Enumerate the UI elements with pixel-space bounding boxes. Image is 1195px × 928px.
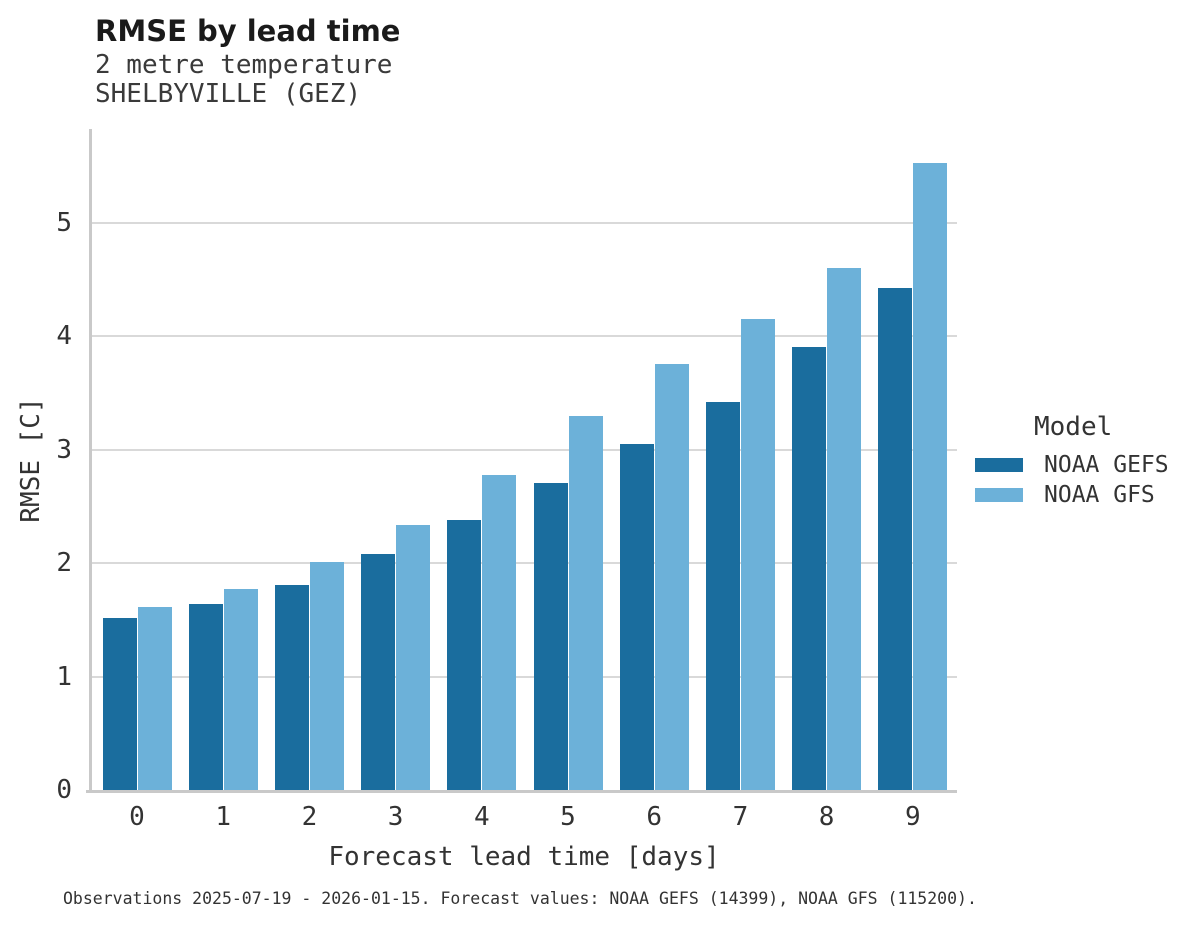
bar-noaa-gfs-day-2 bbox=[309, 562, 344, 790]
bar-noaa-gefs-day-7 bbox=[705, 402, 740, 790]
bar-noaa-gefs-day-2 bbox=[274, 584, 309, 790]
bar-noaa-gfs-day-4 bbox=[482, 474, 517, 790]
x-tick-label-8: 8 bbox=[818, 802, 835, 832]
legend-swatch-noaa-gefs bbox=[975, 458, 1023, 472]
y-tick-label-1: 1 bbox=[56, 661, 72, 692]
x-axis-line bbox=[86, 790, 957, 793]
x-tick-label-3: 3 bbox=[387, 802, 404, 832]
legend-items: NOAA GEFS NOAA GFS bbox=[975, 450, 1169, 510]
x-tick-label-5: 5 bbox=[560, 802, 576, 832]
y-tick-label-4: 4 bbox=[56, 321, 72, 352]
y-axis-line bbox=[89, 129, 92, 793]
plot-area bbox=[86, 129, 957, 793]
x-tick-label-2: 2 bbox=[301, 802, 318, 832]
bar-noaa-gfs-day-8 bbox=[827, 268, 862, 790]
legend-label-noaa-gfs: NOAA GFS bbox=[1044, 482, 1155, 508]
y-tick-label-3: 3 bbox=[56, 434, 72, 465]
bar-noaa-gefs-day-4 bbox=[447, 520, 482, 790]
bar-noaa-gefs-day-1 bbox=[188, 604, 223, 790]
bar-noaa-gfs-day-5 bbox=[568, 415, 603, 790]
bar-noaa-gfs-day-1 bbox=[223, 589, 258, 790]
bar-noaa-gefs-day-6 bbox=[619, 444, 654, 790]
y-tick-label-5: 5 bbox=[56, 208, 72, 239]
x-tick-label-9: 9 bbox=[904, 802, 921, 832]
chart-subtitle-variable: 2 metre temperature bbox=[95, 50, 393, 80]
legend-label-noaa-gefs: NOAA GEFS bbox=[1044, 452, 1169, 478]
bar-noaa-gfs-day-6 bbox=[654, 363, 689, 790]
legend-swatch-noaa-gfs bbox=[975, 488, 1023, 502]
x-tick-label-0: 0 bbox=[129, 802, 145, 832]
bar-noaa-gefs-day-8 bbox=[792, 346, 827, 790]
bar-noaa-gfs-day-9 bbox=[913, 163, 948, 790]
gridline-y-1 bbox=[92, 675, 957, 678]
bar-noaa-gfs-day-0 bbox=[137, 607, 172, 790]
bar-noaa-gfs-day-3 bbox=[396, 524, 431, 790]
x-tick-label-6: 6 bbox=[646, 802, 663, 832]
x-tick-label-4: 4 bbox=[473, 802, 490, 832]
legend-title: Model bbox=[1034, 412, 1113, 442]
bar-noaa-gefs-day-0 bbox=[102, 617, 137, 790]
bar-noaa-gfs-day-7 bbox=[740, 319, 775, 790]
chart-subtitle-station: SHELBYVILLE (GEZ) bbox=[95, 79, 362, 109]
x-axis-label: Forecast lead time [days] bbox=[328, 842, 720, 872]
chart-title: RMSE by lead time bbox=[95, 14, 401, 48]
bar-noaa-gefs-day-5 bbox=[533, 482, 568, 790]
legend-item-noaa-gfs: NOAA GFS bbox=[975, 480, 1169, 510]
y-tick-label-0: 0 bbox=[56, 775, 72, 805]
y-tick-label-2: 2 bbox=[56, 548, 72, 579]
legend-item-noaa-gefs: NOAA GEFS bbox=[975, 450, 1169, 480]
legend: Model NOAA GEFS NOAA GFS bbox=[975, 412, 1169, 510]
gridline-y-2 bbox=[92, 562, 957, 565]
gridline-y-3 bbox=[92, 448, 957, 451]
gridline-y-5 bbox=[92, 222, 957, 225]
footer-note: Observations 2025-07-19 - 2026-01-15. Fo… bbox=[63, 889, 977, 908]
gridline-y-4 bbox=[92, 335, 957, 338]
x-tick-label-1: 1 bbox=[215, 802, 232, 832]
x-tick-label-7: 7 bbox=[732, 802, 749, 832]
bar-noaa-gefs-day-3 bbox=[361, 554, 396, 790]
bar-noaa-gefs-day-9 bbox=[878, 287, 913, 790]
